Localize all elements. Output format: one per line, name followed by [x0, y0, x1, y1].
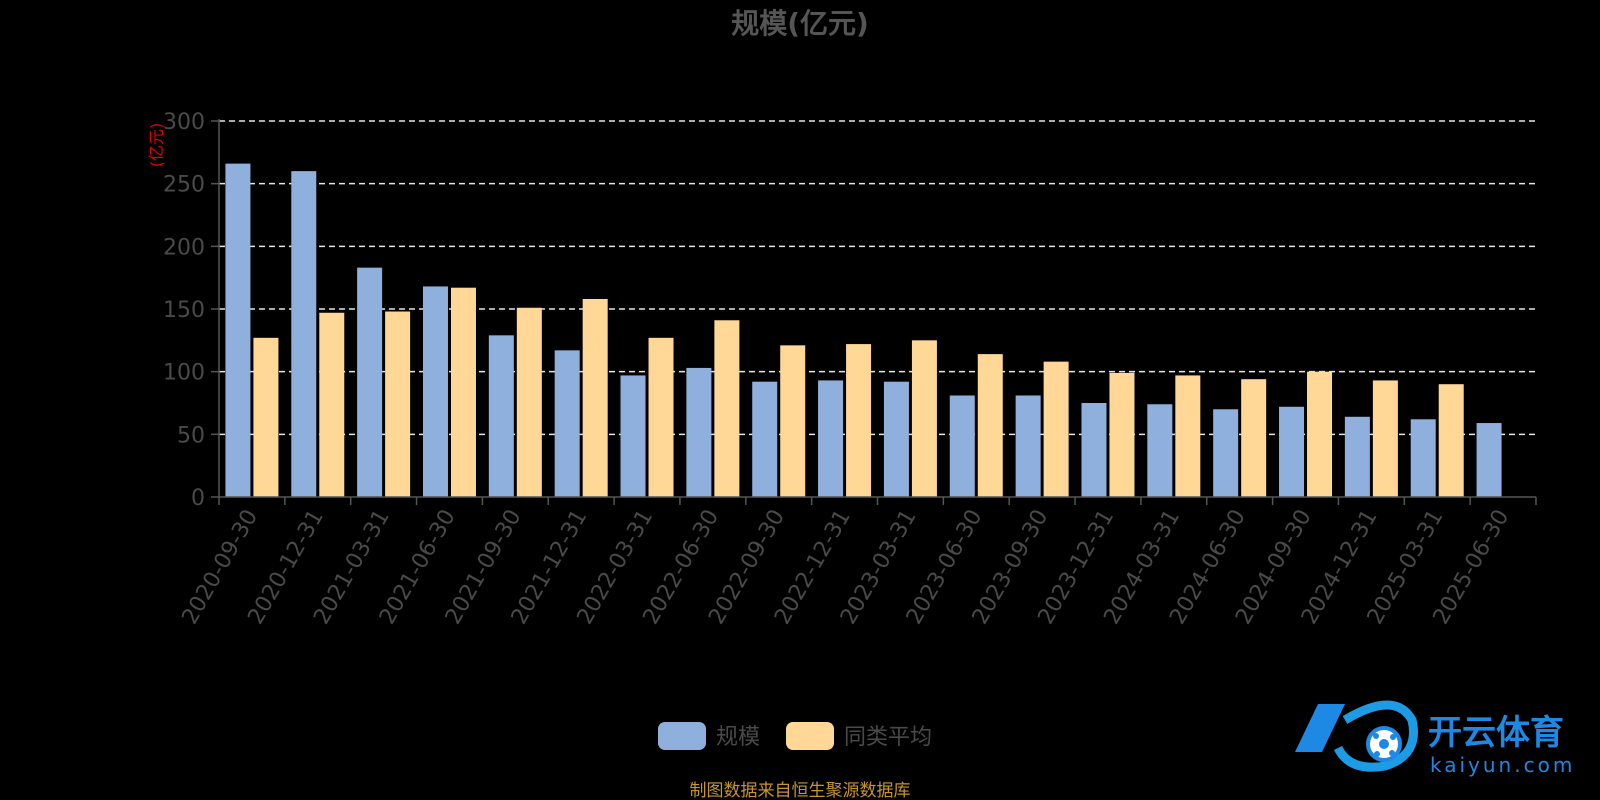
bar-scale-2021-03-31[interactable] — [357, 267, 383, 497]
bar-peer-avg-2021-09-30[interactable] — [516, 307, 542, 497]
bar-peer-avg-2022-03-31[interactable] — [648, 337, 674, 497]
bar-peer-avg-2024-09-30[interactable] — [1307, 371, 1333, 497]
kaiyun-logo-icon — [1295, 700, 1418, 772]
y-tick-label: 250 — [163, 173, 205, 198]
bar-scale-2024-12-31[interactable] — [1344, 416, 1370, 497]
bar-scale-2023-12-31[interactable] — [1081, 403, 1107, 497]
bar-peer-avg-2022-06-30[interactable] — [714, 320, 740, 497]
source-note: 制图数据来自恒生聚源数据库 — [690, 781, 911, 800]
bar-peer-avg-2024-03-31[interactable] — [1175, 375, 1201, 497]
y-axis-unit-label: (亿元) — [147, 123, 166, 168]
bar-scale-2022-03-31[interactable] — [620, 375, 646, 497]
bar-scale-2020-09-30[interactable] — [225, 163, 251, 497]
bar-peer-avg-2023-09-30[interactable] — [1043, 361, 1069, 497]
bar-peer-avg-2022-09-30[interactable] — [780, 345, 806, 497]
legend-item-peer-avg[interactable]: 同类平均 — [786, 722, 932, 750]
bar-scale-2023-03-31[interactable] — [883, 381, 909, 497]
bar-scale-2023-09-30[interactable] — [1015, 395, 1041, 497]
y-axis-ticks: 0 50 100 150 200 250 300 — [163, 110, 219, 511]
bar-peer-avg-2023-03-31[interactable] — [911, 340, 937, 497]
y-tick-label: 50 — [177, 423, 205, 448]
y-tick-label: 200 — [163, 235, 205, 260]
bar-scale-2024-06-30[interactable] — [1213, 409, 1239, 497]
bar-peer-avg-2024-12-31[interactable] — [1372, 380, 1398, 497]
bar-peer-avg-2021-12-31[interactable] — [582, 298, 608, 497]
y-tick-label: 300 — [163, 110, 205, 135]
legend-label: 同类平均 — [844, 725, 932, 750]
bar-peer-avg-2021-03-31[interactable] — [385, 311, 411, 497]
grid-lines — [219, 120, 1536, 436]
bars — [225, 163, 1502, 497]
bar-scale-2022-06-30[interactable] — [686, 367, 712, 497]
legend-swatch — [658, 722, 706, 750]
legend-label: 规模 — [716, 725, 760, 750]
legend[interactable]: 规模 同类平均 — [658, 722, 932, 750]
y-tick-label: 0 — [191, 486, 205, 511]
bar-scale-2023-06-30[interactable] — [949, 395, 975, 497]
axes — [218, 119, 1536, 498]
legend-swatch — [786, 722, 834, 750]
kaiyun-logo-brand: 开云体育 — [1428, 713, 1564, 753]
bar-scale-2024-09-30[interactable] — [1279, 406, 1305, 497]
y-tick-label: 100 — [163, 361, 205, 386]
bar-scale-2020-12-31[interactable] — [291, 171, 317, 497]
x-axis-ticks: 2020-09-302020-12-312021-03-312021-06-30… — [178, 497, 1537, 629]
bar-peer-avg-2023-06-30[interactable] — [977, 354, 1003, 497]
legend-item-scale[interactable]: 规模 — [658, 722, 760, 750]
bar-scale-2021-06-30[interactable] — [422, 286, 448, 497]
bar-peer-avg-2022-12-31[interactable] — [846, 344, 872, 497]
bar-scale-2022-12-31[interactable] — [818, 380, 844, 497]
bar-scale-2021-09-30[interactable] — [488, 335, 514, 497]
bar-scale-2025-03-31[interactable] — [1410, 419, 1436, 497]
y-tick-label: 150 — [163, 298, 205, 323]
bar-scale-2025-06-30[interactable] — [1476, 423, 1502, 497]
kaiyun-logo: 开云体育 kaiyun.com — [1295, 700, 1575, 777]
bar-peer-avg-2024-06-30[interactable] — [1241, 379, 1267, 497]
bar-peer-avg-2020-12-31[interactable] — [319, 312, 345, 497]
kaiyun-logo-domain: kaiyun.com — [1430, 753, 1575, 777]
chart-title: 规模(亿元) — [731, 7, 869, 40]
bar-peer-avg-2023-12-31[interactable] — [1109, 372, 1135, 497]
bar-peer-avg-2021-06-30[interactable] — [450, 287, 476, 497]
bar-scale-2021-12-31[interactable] — [554, 350, 580, 497]
bar-peer-avg-2020-09-30[interactable] — [253, 337, 279, 497]
bar-peer-avg-2025-03-31[interactable] — [1438, 384, 1464, 497]
bar-scale-2022-09-30[interactable] — [752, 381, 778, 497]
bar-scale-2024-03-31[interactable] — [1147, 404, 1173, 497]
